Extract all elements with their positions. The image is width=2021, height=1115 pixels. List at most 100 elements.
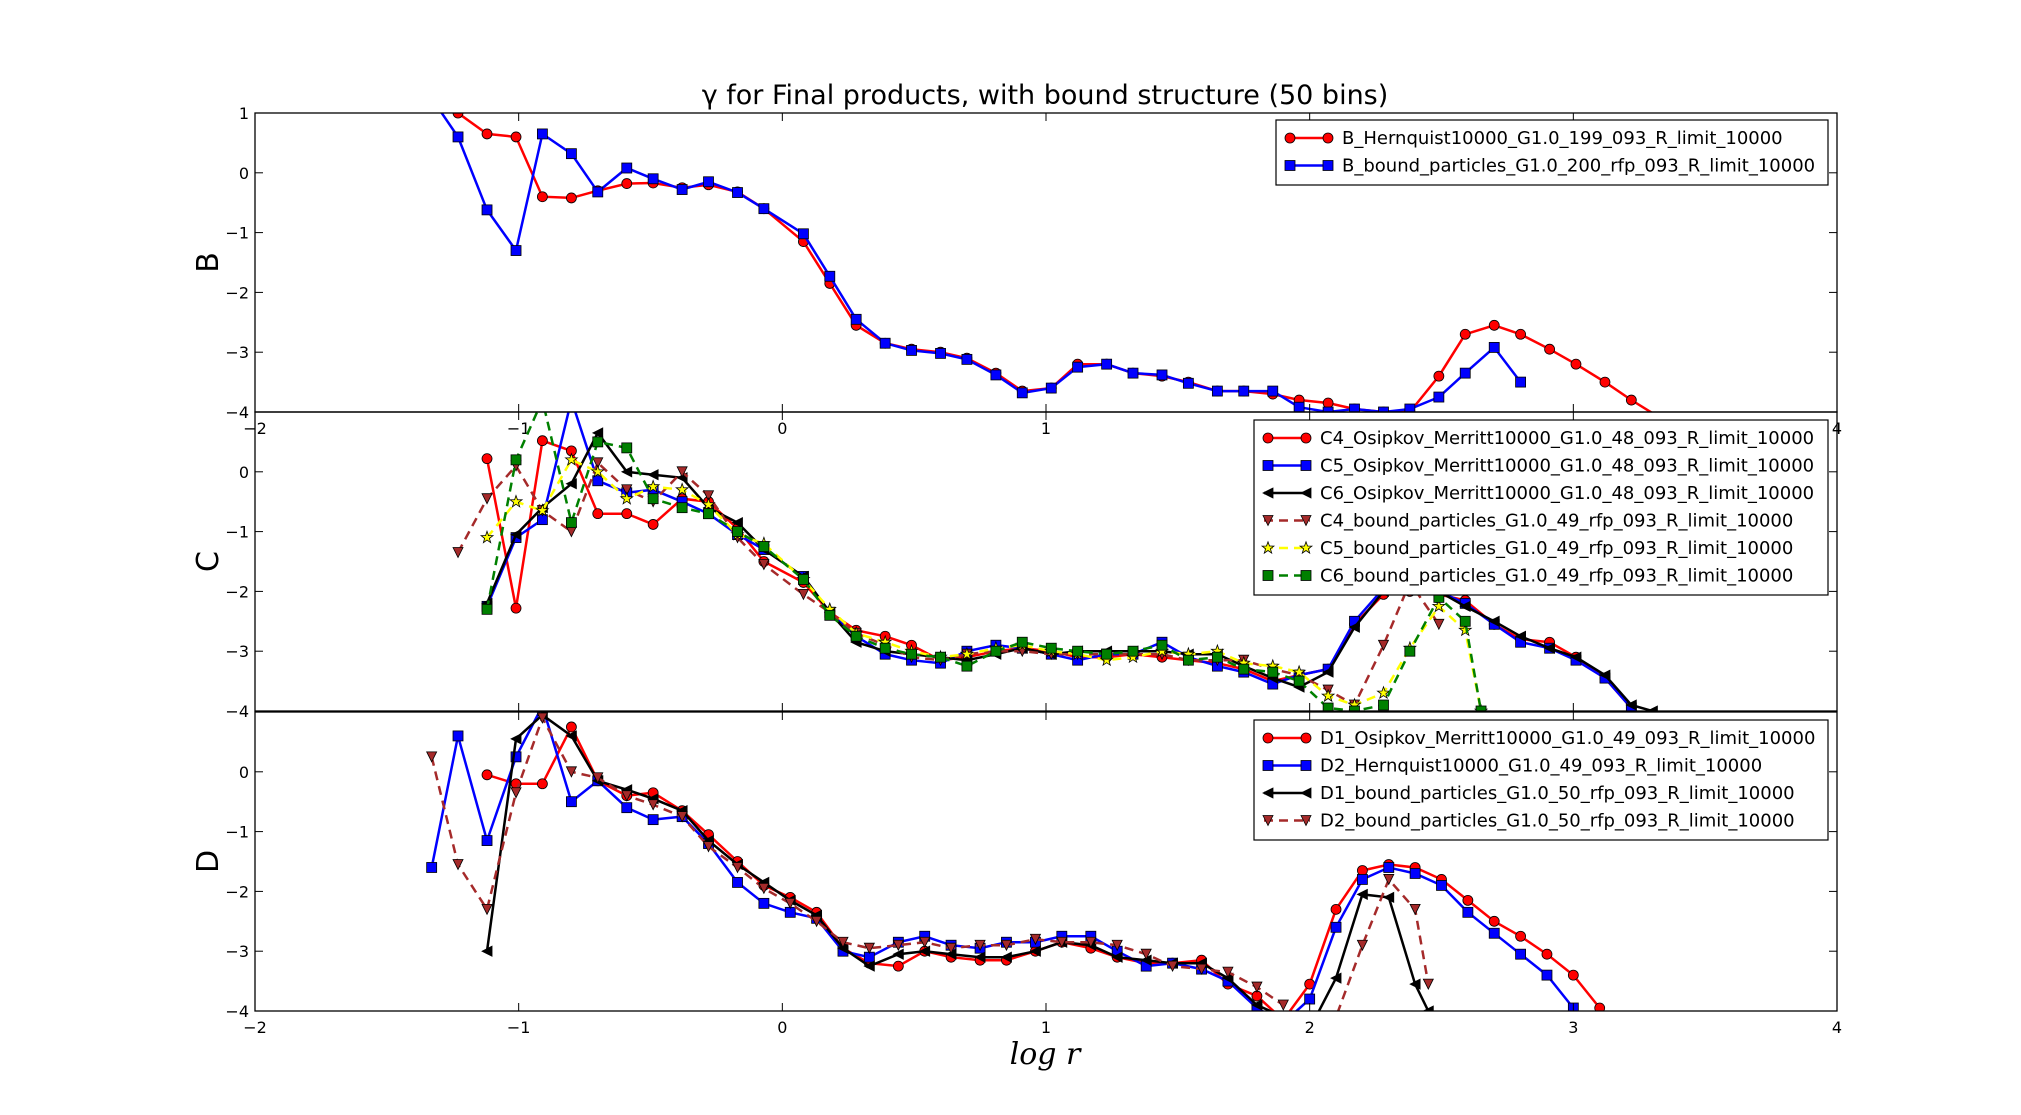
data-point (1277, 999, 1289, 1011)
data-point (621, 484, 633, 496)
chart-title: γ for Final products, with bound structu… (702, 80, 1389, 111)
data-point (1195, 963, 1208, 976)
x-tick-label: 1 (1041, 1018, 1051, 1037)
data-point (1111, 939, 1123, 952)
plot-area (452, 412, 1658, 711)
data-point (1045, 382, 1057, 394)
data-point (1488, 342, 1500, 353)
data-point (481, 453, 493, 465)
data-point (1085, 936, 1097, 949)
data-point (1462, 894, 1474, 906)
data-point (1515, 948, 1526, 960)
data-point (732, 526, 743, 537)
data-point (1111, 951, 1123, 963)
data-point (945, 942, 957, 955)
legend-marker (1300, 760, 1312, 771)
legend-marker (1284, 132, 1296, 144)
panel-c: −4 −3 −2 −1 0 C C4_Osipkov_Merritt10000_G1.0_4… (191, 411, 1838, 721)
data-point (1140, 948, 1152, 961)
data-point (647, 814, 659, 826)
data-point (990, 645, 1002, 657)
data-point (1304, 993, 1316, 1005)
data-point (1488, 615, 1500, 627)
data-point (452, 113, 464, 119)
data-point (1458, 622, 1473, 637)
data-point (426, 862, 438, 873)
data-point (918, 945, 931, 957)
legend-marker (1322, 160, 1334, 171)
data-point (1322, 702, 1334, 711)
data-point (1594, 1002, 1606, 1011)
data-point (863, 942, 875, 955)
data-point (1238, 385, 1250, 397)
data-point (961, 353, 973, 365)
data-point (646, 479, 661, 493)
data-point (892, 939, 904, 952)
y-tick-label: −1 (225, 823, 249, 842)
series-1 (440, 113, 1526, 412)
data-point (591, 427, 604, 439)
data-point (479, 530, 495, 544)
data-point (536, 712, 549, 724)
data-point (452, 547, 464, 559)
data-point (1404, 645, 1416, 657)
data-point (1267, 385, 1279, 397)
data-point (731, 862, 744, 874)
data-point (1378, 406, 1389, 412)
y-tick-label: 0 (239, 763, 249, 782)
data-point (621, 802, 633, 814)
data-point (1056, 936, 1068, 949)
data-point (481, 835, 493, 846)
data-point (1459, 367, 1471, 379)
y-tick-label: −2 (225, 882, 249, 901)
data-point (676, 184, 688, 195)
data-point (758, 541, 770, 552)
legend-marker (1262, 515, 1274, 527)
legend-marker (1262, 787, 1274, 799)
data-point (702, 841, 715, 853)
data-point (1488, 927, 1500, 939)
series-5 (481, 412, 1487, 711)
data-point (1459, 615, 1471, 627)
legend-entry: C4_bound_particles_G1.0_49_rfp_093_R_lim… (1262, 511, 1793, 532)
y-tick-label: −4 (225, 1002, 249, 1021)
data-point (481, 945, 493, 957)
data-point (1356, 939, 1369, 952)
y-axis-label: C (191, 551, 226, 572)
data-point (592, 475, 604, 487)
x-axis-label: log r (1010, 1037, 1082, 1072)
x-tick-label: −1 (507, 1018, 531, 1037)
data-point (621, 162, 633, 174)
data-point (1127, 645, 1139, 657)
data-point (1383, 874, 1395, 886)
series-0 (452, 113, 1654, 412)
data-point (935, 651, 946, 663)
data-point (1278, 1015, 1288, 1025)
data-point (1322, 397, 1334, 409)
data-point (906, 648, 917, 660)
data-point (536, 191, 548, 203)
data-point (1029, 933, 1042, 946)
data-point (1072, 645, 1084, 657)
data-point (1349, 403, 1360, 412)
y-tick-label: −3 (225, 642, 249, 661)
series-line (440, 113, 1522, 412)
data-point (1267, 666, 1279, 678)
data-point (1515, 376, 1526, 388)
data-point (647, 493, 659, 505)
data-point (879, 337, 891, 349)
data-point (1211, 651, 1223, 663)
data-point (1475, 705, 1487, 711)
data-point (592, 772, 604, 784)
data-point (1570, 358, 1582, 370)
data-point (565, 526, 578, 538)
data-point (565, 766, 578, 778)
legend-marker (1300, 570, 1312, 581)
x-tick-label: 4 (1832, 1018, 1842, 1037)
legend-entry: D2_Hernquist10000_G1.0_49_093_R_limit_10… (1262, 756, 1762, 777)
data-point (566, 721, 577, 733)
y-tick-label: −4 (225, 702, 249, 721)
data-point (974, 951, 986, 963)
data-point (1166, 960, 1179, 973)
